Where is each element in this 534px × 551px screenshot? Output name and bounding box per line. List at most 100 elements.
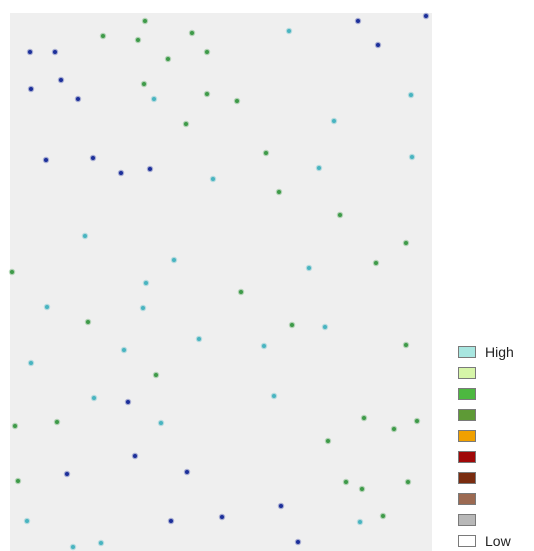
legend-swatch	[458, 367, 476, 379]
legend-swatch	[458, 472, 476, 484]
sample-point	[305, 264, 313, 272]
legend-swatch	[458, 388, 476, 400]
legend-row-7	[458, 470, 534, 487]
sample-point	[379, 512, 387, 520]
sample-point	[402, 341, 410, 349]
sample-point	[150, 95, 158, 103]
sample-point	[203, 48, 211, 56]
sample-point	[140, 80, 148, 88]
sample-point	[203, 90, 211, 98]
sample-point	[321, 323, 329, 331]
legend-row-1: High	[458, 344, 534, 361]
sample-point	[195, 335, 203, 343]
sample-point	[53, 418, 61, 426]
sample-point	[164, 55, 172, 63]
sample-point	[74, 95, 82, 103]
legend-swatch	[458, 493, 476, 505]
sample-point	[422, 12, 430, 20]
legend: High Low	[458, 344, 534, 551]
sample-point	[233, 97, 241, 105]
sample-point	[342, 478, 350, 486]
sample-point	[11, 422, 19, 430]
sample-point	[277, 502, 285, 510]
sample-point	[288, 321, 296, 329]
sample-point	[120, 346, 128, 354]
sample-point	[90, 394, 98, 402]
sample-point	[188, 29, 196, 37]
sample-point	[270, 392, 278, 400]
legend-low-label: Low	[485, 533, 511, 549]
sample-point	[131, 452, 139, 460]
sample-point	[408, 153, 416, 161]
legend-swatch	[458, 514, 476, 526]
sample-point	[97, 539, 105, 547]
sample-point	[182, 120, 190, 128]
sample-point	[84, 318, 92, 326]
legend-row-3	[458, 386, 534, 403]
sample-point	[413, 417, 421, 425]
sample-point	[294, 538, 302, 546]
sample-point	[237, 288, 245, 296]
sample-point	[275, 188, 283, 196]
sample-point	[285, 27, 293, 35]
sample-point	[358, 485, 366, 493]
legend-swatch	[458, 346, 476, 358]
map-area	[10, 13, 432, 551]
sample-point	[117, 169, 125, 177]
legend-swatch	[458, 451, 476, 463]
sample-point	[372, 259, 380, 267]
sample-point	[69, 543, 77, 551]
sample-point	[23, 517, 31, 525]
sample-point	[402, 239, 410, 247]
sample-point	[354, 17, 362, 25]
sample-point	[26, 48, 34, 56]
sample-point	[157, 419, 165, 427]
sample-point	[260, 342, 268, 350]
sample-point	[356, 518, 364, 526]
legend-row-4	[458, 407, 534, 424]
legend-row-2	[458, 365, 534, 382]
sample-point	[43, 303, 51, 311]
legend-swatch	[458, 535, 476, 547]
sample-point	[27, 359, 35, 367]
legend-row-6	[458, 449, 534, 466]
sample-point	[374, 41, 382, 49]
sample-point	[262, 149, 270, 157]
legend-row-8	[458, 491, 534, 508]
sample-point	[404, 478, 412, 486]
sample-point	[134, 36, 142, 44]
sample-point	[167, 517, 175, 525]
sample-point	[27, 85, 35, 93]
legend-row-5	[458, 428, 534, 445]
legend-row-10: Low	[458, 533, 534, 550]
sample-point	[124, 398, 132, 406]
sample-point	[336, 211, 344, 219]
sample-point	[407, 91, 415, 99]
sample-point	[390, 425, 398, 433]
sample-point	[360, 414, 368, 422]
sample-point	[42, 156, 50, 164]
sample-point	[139, 304, 147, 312]
sample-point	[218, 513, 226, 521]
sample-point	[89, 154, 97, 162]
legend-high-label: High	[485, 344, 514, 360]
sample-point	[14, 477, 22, 485]
sample-point	[183, 468, 191, 476]
sample-point	[170, 256, 178, 264]
sample-point	[8, 268, 16, 276]
sample-point	[63, 470, 71, 478]
legend-swatch	[458, 430, 476, 442]
sample-point	[209, 175, 217, 183]
legend-swatch	[458, 409, 476, 421]
sample-point	[324, 437, 332, 445]
sample-point	[142, 279, 150, 287]
sample-point	[57, 76, 65, 84]
sample-point	[141, 17, 149, 25]
legend-row-9	[458, 512, 534, 529]
sample-point	[330, 117, 338, 125]
sample-point	[152, 371, 160, 379]
sample-point	[146, 165, 154, 173]
sample-point	[81, 232, 89, 240]
sample-point	[51, 48, 59, 56]
